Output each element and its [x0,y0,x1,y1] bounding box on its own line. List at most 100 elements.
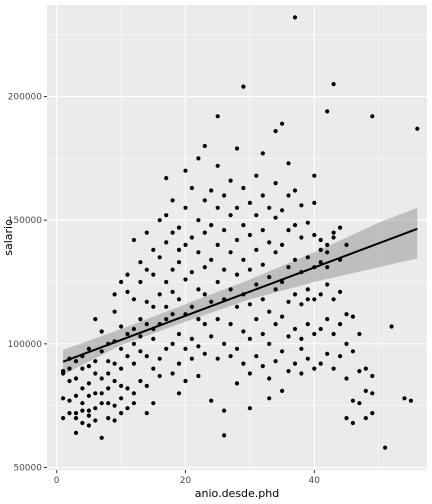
data-point [196,287,201,292]
data-point [383,445,388,450]
data-point [183,168,188,173]
data-point [241,223,246,228]
data-point [280,388,285,393]
data-point [164,240,169,245]
y-tick-label: 100000 [8,340,43,350]
data-point [176,247,182,252]
data-point [202,143,207,149]
data-point [318,326,323,332]
data-point [260,262,265,267]
data-point [176,297,182,302]
data-point [267,205,272,210]
data-point [99,329,104,334]
data-point [151,304,156,309]
data-point [222,408,227,413]
data-point [344,312,349,317]
data-point [325,250,330,255]
data-point [189,235,194,240]
data-point [119,411,124,416]
data-point [254,317,259,322]
data-point [131,297,136,302]
data-point [112,403,117,408]
data-point [67,411,72,416]
data-point [267,376,272,381]
data-point [215,205,220,210]
data-point [202,198,207,203]
data-point [357,401,362,406]
data-point [131,391,136,396]
data-point [338,289,343,294]
data-point [241,361,246,366]
data-point [344,341,349,346]
data-point [299,235,304,240]
data-point [350,398,355,403]
data-point [202,351,207,356]
data-point [170,371,175,376]
data-point [305,220,310,225]
data-point [73,430,79,435]
data-point [170,230,175,235]
data-point [93,406,98,411]
data-point [241,185,246,191]
data-point [164,279,169,285]
data-point [331,230,336,235]
confidence-band [63,207,418,375]
data-point [234,237,240,243]
data-point [267,396,272,401]
data-point [234,346,240,351]
data-point [131,361,136,366]
data-point [151,272,156,277]
data-point [73,376,79,381]
data-point [247,200,252,205]
data-point [183,205,188,210]
data-point [286,369,291,374]
data-point [247,406,252,411]
x-tick-label: 20 [180,476,192,486]
data-point [80,420,85,426]
data-point [357,369,362,374]
data-point [357,331,362,337]
data-point [112,361,117,366]
data-point [131,341,136,346]
data-point [189,356,194,361]
data-point [86,364,91,369]
data-point [331,235,336,240]
data-point [292,326,298,332]
data-point [99,376,104,381]
data-point [370,411,375,416]
data-point [234,381,240,386]
data-point [260,364,265,369]
data-point [144,322,149,327]
data-point [286,299,291,304]
data-point [408,398,413,403]
data-point [93,317,98,322]
data-point [247,302,252,307]
data-point [350,314,355,319]
data-point [292,223,298,228]
data-point [260,297,265,302]
y-axis: 50000 100000 150000 200000 [8,93,47,474]
data-point [344,242,349,247]
data-point [106,386,111,391]
data-point [292,257,298,262]
data-point [331,331,336,337]
data-point [86,346,91,351]
y-tick-label: 200000 [8,93,43,103]
data-point [267,275,272,280]
data-point [228,354,233,359]
data-point [176,260,182,265]
data-point [292,15,298,20]
data-point [273,215,278,220]
data-point [228,322,233,327]
data-point [222,193,227,198]
data-point [170,267,175,272]
data-point [254,354,259,359]
data-point [164,304,169,309]
data-point [389,324,394,329]
data-point [125,289,130,294]
data-point [125,386,130,391]
data-point [138,349,143,354]
data-point [151,366,156,371]
data-point [138,334,143,339]
data-point [196,344,201,349]
